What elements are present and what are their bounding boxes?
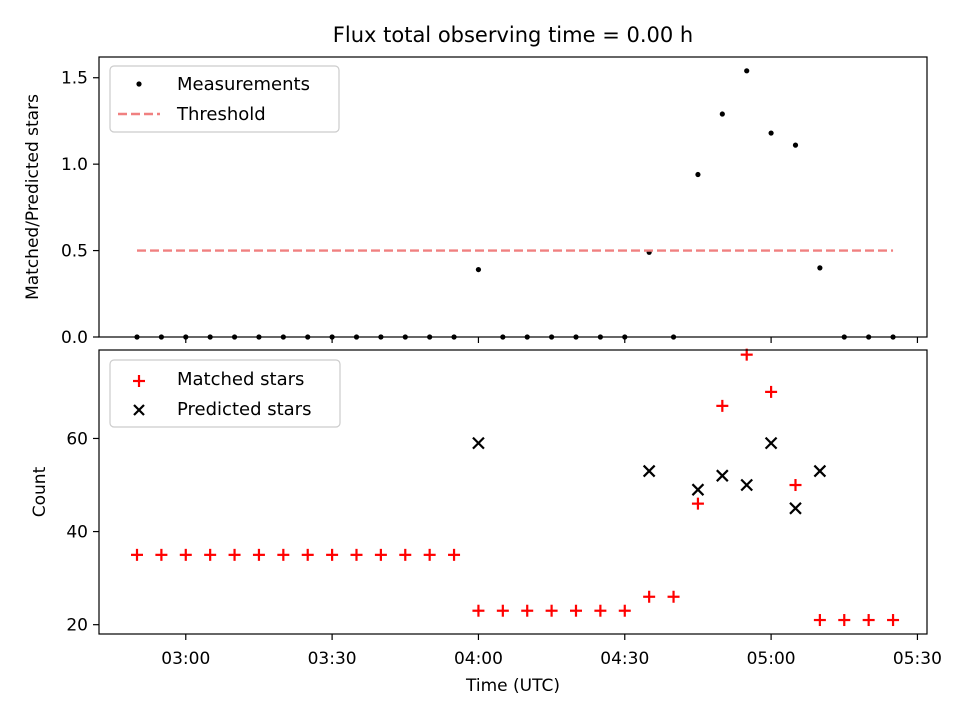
measurement-point [768, 130, 774, 136]
matched-stars-point [569, 604, 582, 617]
matched-stars-point [423, 548, 436, 561]
matched-stars-point [862, 614, 875, 627]
bottom-y-axis: 20 40 60 [66, 429, 99, 636]
matched-stars-point [765, 385, 778, 398]
legend-measurements-label: Measurements [177, 74, 310, 95]
matched-stars-point [301, 548, 314, 561]
predicted-stars-point [716, 469, 729, 482]
matched-stars-point [716, 399, 729, 412]
y-tick-label: 1.0 [61, 155, 88, 175]
matched-stars-point [545, 604, 558, 617]
y-tick-label: 1.5 [61, 69, 88, 89]
matched-stars-point [228, 548, 241, 561]
matched-stars-point [691, 497, 704, 510]
y-tick-label: 60 [66, 429, 88, 449]
bottom-x-axis: 03:00 03:30 04:00 04:30 05:00 05:30 [161, 634, 942, 669]
top-y-axis-label: Matched/Predicted stars [23, 94, 43, 300]
matched-stars-point [179, 548, 192, 561]
measurement-point [792, 142, 799, 148]
x-tick-label: 05:00 [747, 649, 796, 669]
legend-threshold-label: Threshold [176, 104, 266, 125]
matched-stars-point [448, 548, 461, 561]
matched-stars-point [155, 548, 168, 561]
legend-predicted-marker [133, 404, 145, 416]
x-tick-label: 04:30 [600, 649, 649, 669]
predicted-stars-point [764, 436, 778, 450]
top-legend-box [109, 65, 340, 133]
measurement-point [719, 111, 725, 117]
x-tick-label: 03:30 [308, 649, 357, 669]
matched-stars-point [350, 548, 363, 561]
measurement-point [817, 265, 823, 271]
matched-stars-point [204, 548, 217, 561]
measurement-point [475, 266, 482, 273]
matched-stars-point [887, 614, 900, 627]
matched-stars-point [740, 348, 753, 361]
bottom-panel: 20 40 60 03:00 03:30 04:00 04:30 05:00 05:30 Co… [30, 348, 942, 696]
x-tick-label: 04:00 [454, 649, 503, 669]
measurement-point [744, 68, 750, 74]
matched-stars-point [326, 548, 339, 561]
matched-stars-point [813, 614, 826, 627]
bottom-series [131, 348, 900, 627]
matched-stars-point [521, 604, 534, 617]
matched-stars-point [374, 548, 387, 561]
y-tick-label: 0.0 [61, 328, 88, 348]
matched-stars-point [496, 604, 509, 617]
matched-stars-point [838, 614, 851, 627]
top-plot-frame [98, 56, 928, 338]
matched-stars-point [277, 548, 290, 561]
legend-measurements-marker [136, 81, 142, 87]
top-y-axis: 0.0 0.5 1.0 1.5 [61, 69, 99, 348]
bottom-legend: Matched stars Predicted stars [109, 359, 341, 428]
top-panel: 0.0 0.5 1.0 1.5 Matched/Predicted stars Mea… [23, 56, 928, 348]
predicted-stars-point [740, 478, 753, 492]
x-tick-label: 05:30 [893, 649, 942, 669]
legend-predicted-label: Predicted stars [177, 399, 311, 420]
predicted-stars-point [642, 464, 656, 478]
x-axis-label: Time (UTC) [465, 676, 560, 696]
matched-stars-point [618, 604, 631, 617]
matched-stars-point [252, 548, 265, 561]
predicted-stars-point [691, 483, 705, 496]
matched-stars-point [472, 604, 485, 617]
matched-stars-point [643, 590, 656, 603]
matched-stars-point [594, 604, 607, 617]
legend-matched-marker [133, 375, 145, 387]
top-legend: Measurements Threshold [109, 65, 340, 133]
chart-title: Flux total observing time = 0.00 h [333, 23, 693, 47]
y-tick-label: 0.5 [61, 242, 88, 262]
predicted-stars-point [472, 436, 485, 450]
y-tick-label: 20 [66, 616, 88, 636]
legend-matched-label: Matched stars [177, 369, 304, 390]
top-series [134, 68, 896, 340]
y-tick-label: 40 [66, 523, 88, 543]
matched-stars-point [667, 590, 680, 603]
bottom-legend-box [109, 359, 341, 428]
bottom-y-axis-label: Count [30, 466, 50, 517]
matched-stars-point [399, 548, 412, 561]
measurement-point [695, 171, 701, 178]
predicted-stars-point [813, 464, 827, 478]
predicted-stars-point [789, 502, 802, 515]
bottom-plot-frame [98, 349, 928, 635]
x-tick-label: 03:00 [161, 649, 210, 669]
matched-stars-point [789, 479, 802, 492]
matched-stars-point [131, 548, 143, 561]
